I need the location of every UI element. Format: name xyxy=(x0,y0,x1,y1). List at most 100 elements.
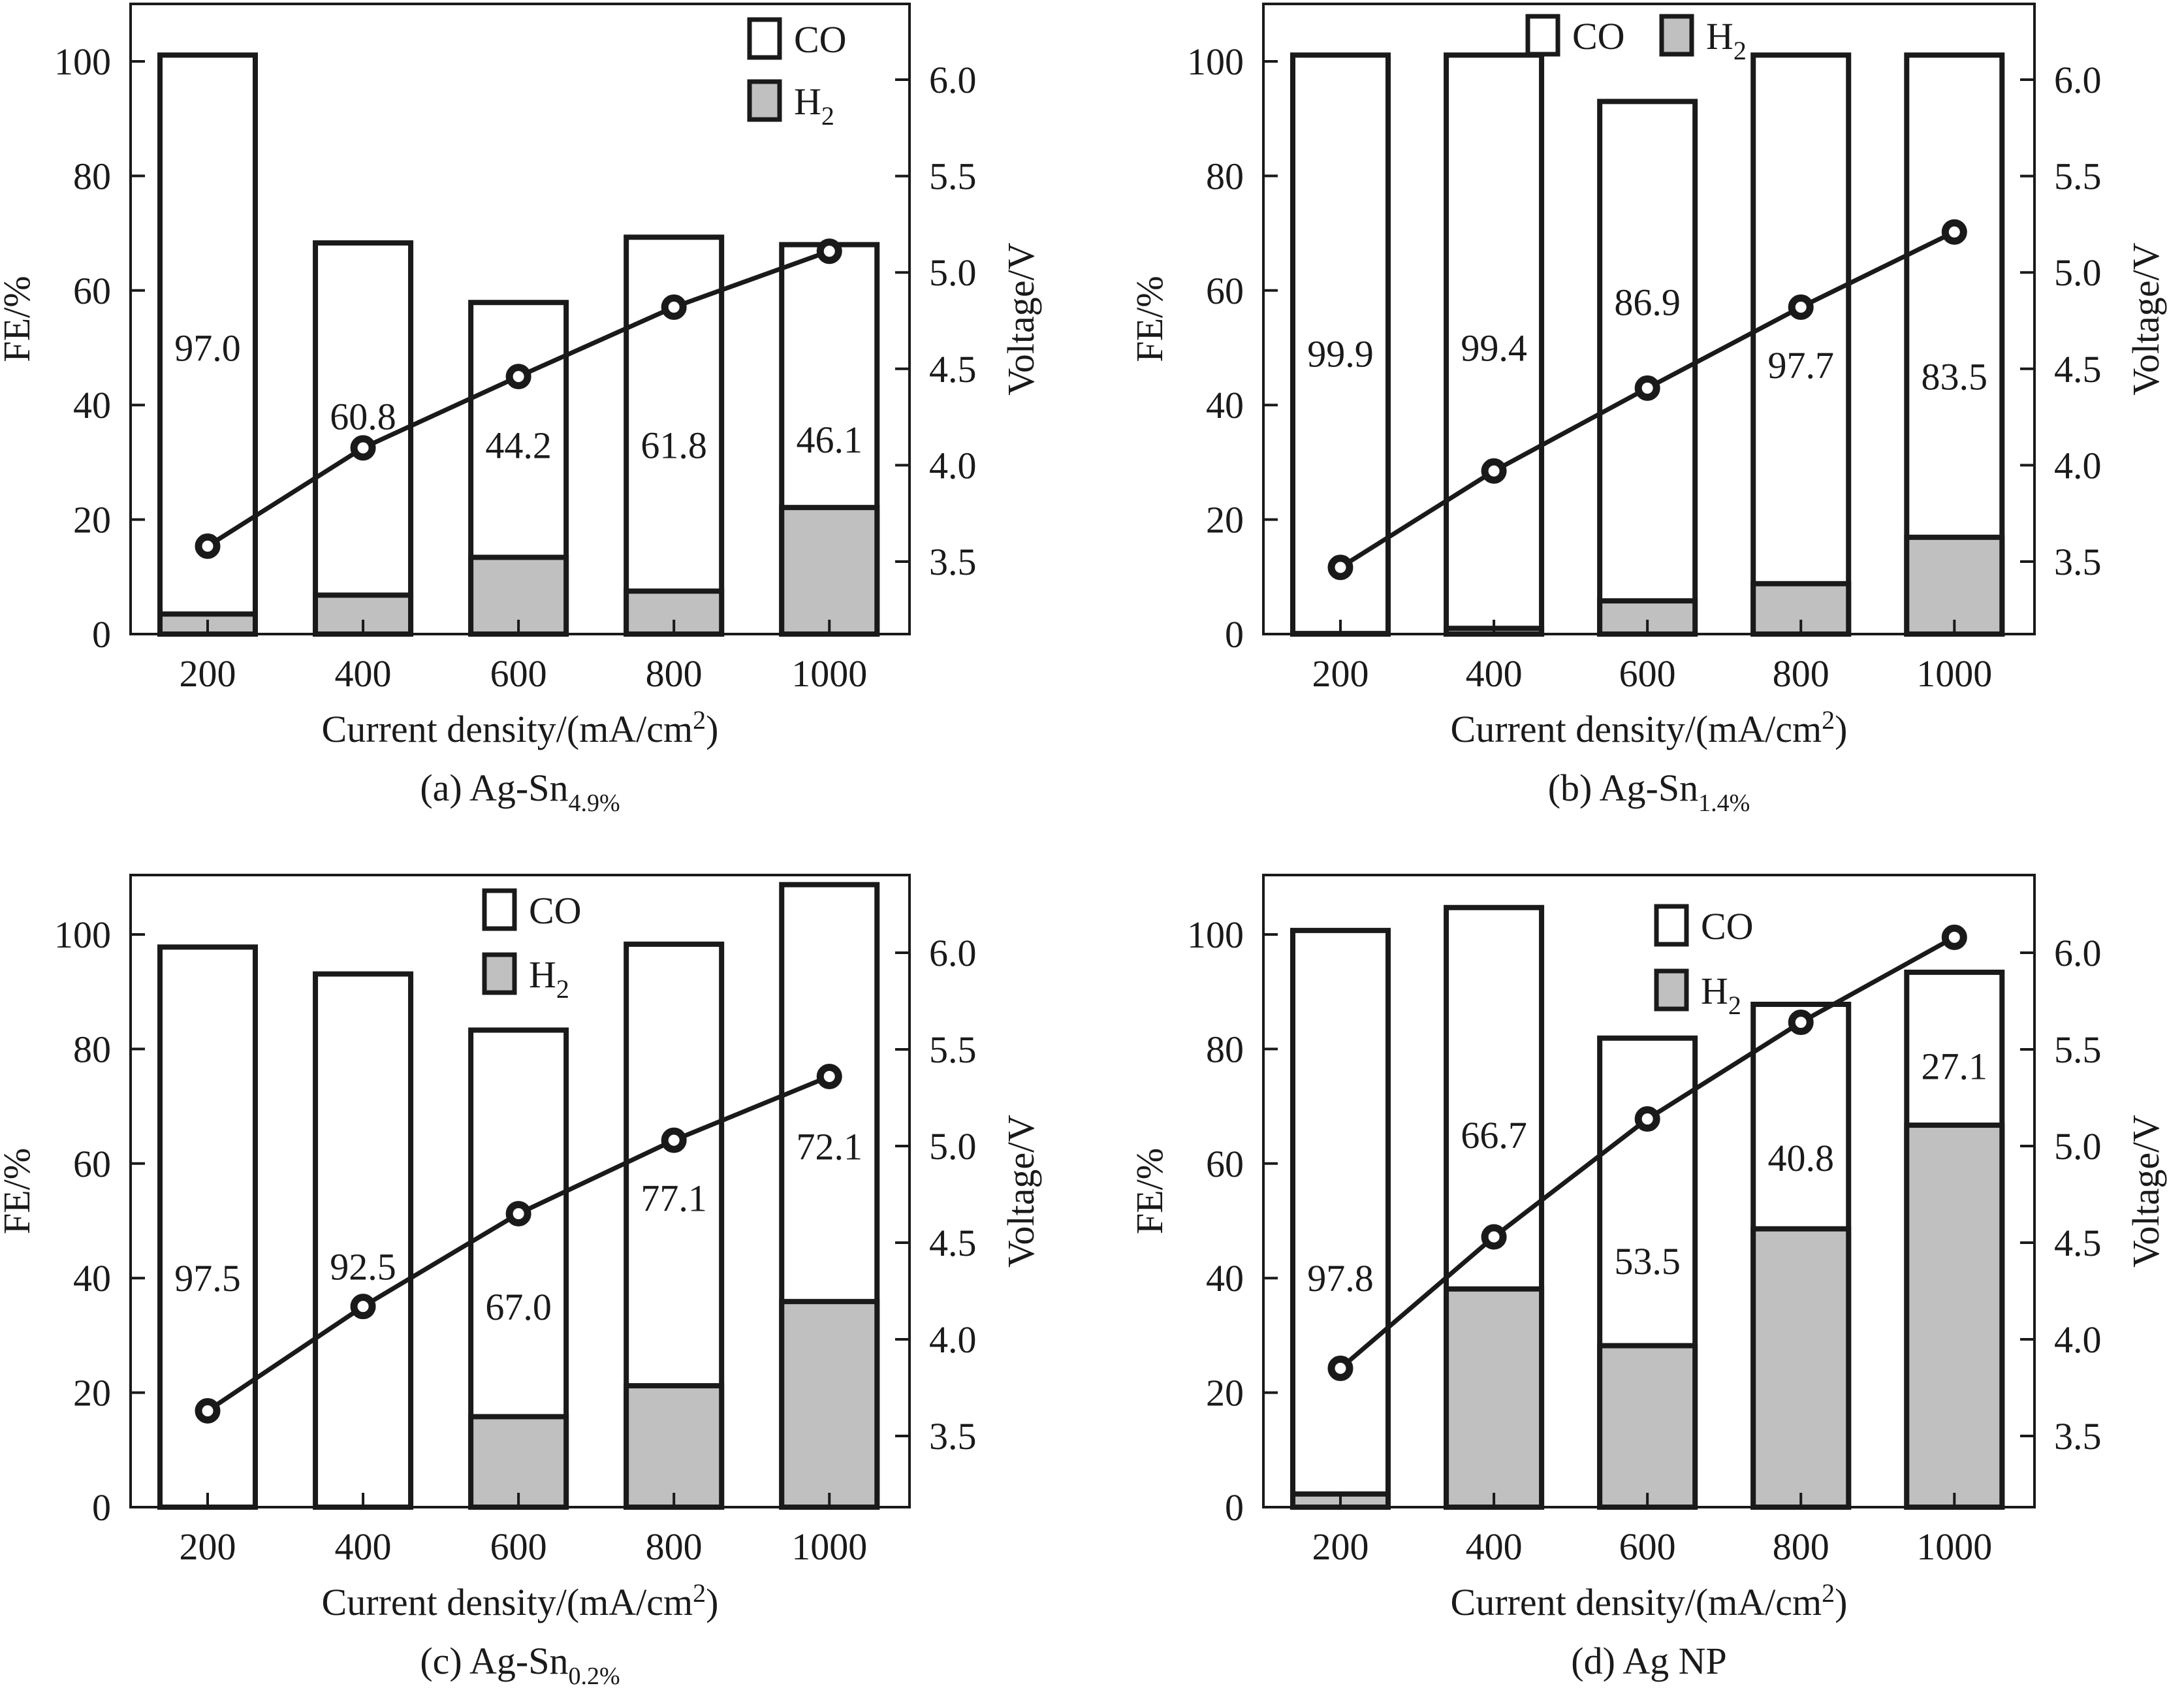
h2-bar xyxy=(1750,1226,1852,1510)
y-tick-label: 20 xyxy=(1206,499,1244,541)
voltage-point xyxy=(1634,1106,1660,1132)
y-axis-title: FE/% xyxy=(1128,1148,1171,1234)
x-tick-label: 1000 xyxy=(1916,652,1992,695)
y-tick-label: 80 xyxy=(73,155,111,197)
y2-tick-label: 5.5 xyxy=(929,155,977,198)
panel-c: 97.5 92.5 67.0 77.1 72.1 0 20 40 60 80 100 3.5 4.0 4.… xyxy=(0,874,1042,1690)
co-fe-data-label: 53.5 xyxy=(1614,1240,1681,1283)
voltage-point xyxy=(1788,1010,1814,1036)
y2-tick-label: 4.0 xyxy=(2054,444,2102,486)
co-bar xyxy=(313,971,414,1510)
y2-tick-label: 3.5 xyxy=(929,1415,977,1458)
co-bar xyxy=(1750,52,1852,637)
plot-frame xyxy=(129,3,911,635)
co-fe-data-label: 97.7 xyxy=(1767,344,1834,387)
co-bar xyxy=(1597,99,1698,637)
panel-caption: (c) Ag-Sn0.2% xyxy=(420,1640,620,1690)
panel-caption: (b) Ag-Sn1.4% xyxy=(1548,767,1750,817)
voltage-point xyxy=(816,238,842,264)
x-axis-title: Current density/(mA/cm2) xyxy=(1451,705,1848,750)
y2-axis-title: Voltage/V xyxy=(1000,1115,1042,1268)
x-tick-label: 1000 xyxy=(1916,1525,1992,1568)
y-tick-label: 60 xyxy=(1206,1143,1244,1185)
voltage-point xyxy=(195,533,221,559)
co-fe-data-label: 61.8 xyxy=(641,424,707,467)
panel-caption: (a) Ag-Sn4.9% xyxy=(420,767,620,817)
x-axis-title: Current density/(mA/cm2) xyxy=(322,705,719,750)
x-tick-label: 200 xyxy=(180,652,236,695)
co-fe-data-label: 92.5 xyxy=(330,1246,396,1288)
voltage-point xyxy=(661,294,687,320)
legend-label: H2 xyxy=(794,80,834,131)
co-fe-data-label: 72.1 xyxy=(796,1125,863,1168)
h2-bar xyxy=(468,1414,569,1510)
y-tick-label: 0 xyxy=(1225,613,1244,656)
h2-bar xyxy=(779,1299,880,1510)
x-tick-label: 600 xyxy=(1619,1525,1676,1568)
co-fe-data-label: 99.4 xyxy=(1461,327,1527,370)
legend-label: CO xyxy=(1701,905,1754,948)
y2-tick-label: 5.0 xyxy=(2054,1125,2102,1168)
legend-swatch-co xyxy=(482,888,517,931)
voltage-point xyxy=(1481,1224,1507,1250)
y-axis-title: FE/% xyxy=(1128,276,1171,362)
x-tick-label: 400 xyxy=(1466,652,1523,695)
x-tick-label: 400 xyxy=(1466,1525,1523,1568)
y-tick-label: 60 xyxy=(1206,270,1244,312)
co-bar xyxy=(1290,927,1391,1510)
legend-label: H2 xyxy=(1706,15,1747,65)
panel-a: 97.0 60.8 44.2 61.8 46.1 0 20 40 60 80 100 3.5 4.0 4.… xyxy=(0,3,1042,817)
y-tick-label: 100 xyxy=(1187,40,1244,83)
voltage-point xyxy=(661,1127,687,1153)
y2-tick-label: 5.0 xyxy=(929,1125,977,1168)
legend: CO H2 xyxy=(1525,14,1747,65)
x-tick-label: 400 xyxy=(335,652,392,695)
y2-tick-label: 5.0 xyxy=(929,251,977,294)
x-tick-label: 800 xyxy=(646,652,703,695)
co-fe-data-label: 66.7 xyxy=(1461,1114,1527,1156)
y2-tick-label: 4.0 xyxy=(2054,1318,2102,1361)
y2-tick-label: 5.0 xyxy=(2054,251,2102,294)
y2-axis-title: Voltage/V xyxy=(2125,1115,2167,1268)
y2-tick-label: 6.0 xyxy=(929,932,977,974)
co-fe-data-label: 86.9 xyxy=(1614,281,1681,323)
legend-label: CO xyxy=(794,18,847,61)
voltage-point xyxy=(195,1398,221,1424)
x-axis-title: Current density/(mA/cm2) xyxy=(1451,1578,1848,1623)
h2-bar xyxy=(624,1383,725,1510)
legend-label: CO xyxy=(529,889,582,932)
co-fe-data-label: 60.8 xyxy=(330,396,396,438)
legend-swatch-co xyxy=(1525,14,1560,57)
legend-swatch-co xyxy=(1654,904,1689,947)
voltage-point xyxy=(1941,924,1967,950)
voltage-point xyxy=(350,435,376,461)
legend-swatch-h2 xyxy=(482,952,517,995)
y2-tick-label: 5.5 xyxy=(929,1028,977,1071)
h2-bar xyxy=(1597,1343,1698,1510)
y-tick-label: 20 xyxy=(73,499,111,541)
co-fe-data-label: 46.1 xyxy=(796,419,863,461)
panel-b: 99.9 99.4 86.9 97.7 83.5 0 20 40 60 80 100 3.5 4.0 4.… xyxy=(1128,3,2167,817)
y2-tick-label: 3.5 xyxy=(2054,1415,2102,1458)
legend-swatch-h2 xyxy=(1659,14,1694,57)
h2-bar xyxy=(1444,1286,1545,1510)
co-fe-data-label: 97.8 xyxy=(1307,1257,1374,1299)
voltage-point xyxy=(1941,219,1967,245)
co-bar xyxy=(1290,52,1391,637)
plot-frame xyxy=(1262,874,2036,1508)
y-tick-label: 100 xyxy=(54,40,111,83)
y2-tick-label: 6.0 xyxy=(2054,932,2102,974)
y-tick-label: 0 xyxy=(92,1486,111,1529)
y-tick-label: 60 xyxy=(73,1143,111,1185)
voltage-point xyxy=(1788,294,1814,320)
panel-d: 97.8 66.7 53.5 40.8 27.1 0 20 40 60 80 100 3.5 4.0 4.… xyxy=(1128,874,2167,1682)
x-tick-label: 200 xyxy=(1312,652,1369,695)
co-fe-data-label: 97.5 xyxy=(174,1257,241,1299)
y-axis-title: FE/% xyxy=(0,276,38,362)
y-tick-label: 0 xyxy=(92,613,111,656)
legend: CO H2 xyxy=(747,17,847,131)
co-fe-data-label: 44.2 xyxy=(485,424,552,467)
co-bar xyxy=(1444,52,1545,637)
y-tick-label: 80 xyxy=(73,1028,111,1070)
y2-tick-label: 3.5 xyxy=(929,541,977,583)
